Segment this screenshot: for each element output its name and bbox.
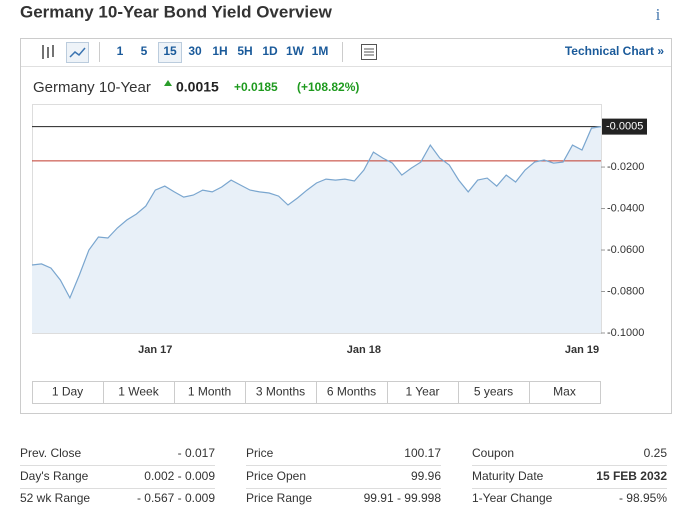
interval-button[interactable]: 30 <box>188 44 202 58</box>
quote-last: 0.0015 <box>176 79 219 95</box>
y-tick-label: -0.0600 <box>607 244 644 256</box>
quote-change: +0.0185 <box>234 80 278 94</box>
stat-label: Day's Range <box>20 469 89 483</box>
x-tick-label: Jan 18 <box>347 344 381 356</box>
stat-value: 99.96 <box>411 469 441 483</box>
stat-label: Price <box>246 446 274 460</box>
range-label: 1 Month <box>188 385 231 399</box>
stat-label: 52 wk Range <box>20 491 90 505</box>
interval-button[interactable]: 1W <box>286 44 305 58</box>
stat-value: 15 FEB 2032 <box>596 469 667 483</box>
stat-value: - 98.95% <box>619 491 667 505</box>
stat-value: - 0.017 <box>178 446 216 460</box>
line-icon-box[interactable] <box>66 42 89 63</box>
stat-label: Price Open <box>246 469 306 483</box>
interval-button[interactable]: 15 <box>163 44 177 58</box>
stat-value: 0.002 - 0.009 <box>144 469 215 483</box>
range-label: 6 Months <box>327 385 376 399</box>
y-tick-label: -0.1000 <box>607 327 644 339</box>
interval-button[interactable]: 5 <box>141 44 148 58</box>
area <box>32 126 601 333</box>
interval-button[interactable]: 1 <box>117 44 124 58</box>
stat-value: 99.91 - 99.998 <box>364 491 442 505</box>
stat-value: - 0.567 - 0.009 <box>137 491 215 505</box>
stat-label: 1-Year Change <box>472 491 553 505</box>
range-label: 5 years <box>474 385 513 399</box>
up-arrow <box>164 80 172 86</box>
interval-button[interactable]: 1H <box>212 44 227 58</box>
interval-active <box>158 42 182 63</box>
interval-button[interactable]: 1M <box>312 44 329 58</box>
technical-chart-link[interactable]: Technical Chart » <box>565 44 664 58</box>
stat-value: 0.25 <box>644 446 668 460</box>
stat-label: Prev. Close <box>20 446 81 460</box>
stat-label: Price Range <box>246 491 312 505</box>
interval-button[interactable]: 5H <box>237 44 252 58</box>
line-icon <box>69 47 86 58</box>
candle-icon[interactable] <box>42 45 54 59</box>
stat-value: 100.17 <box>404 446 441 460</box>
table-icon[interactable] <box>361 44 377 60</box>
last-value-box <box>602 118 647 135</box>
last-value-label: -0.0005 <box>606 121 643 133</box>
range-label: 1 Week <box>118 385 159 399</box>
y-tick-label: -0.0400 <box>607 202 644 214</box>
y-tick-label: -0.0200 <box>607 161 644 173</box>
stat-label: Coupon <box>472 446 514 460</box>
line <box>31 126 602 300</box>
info-icon[interactable]: i <box>656 5 661 24</box>
x-tick-label: Jan 17 <box>138 344 172 356</box>
page-title: Germany 10-Year Bond Yield Overview <box>20 2 333 21</box>
range-label: 3 Months <box>256 385 305 399</box>
range-button[interactable] <box>529 381 601 404</box>
range-label: 1 Day <box>52 385 83 399</box>
quote-name: Germany 10-Year <box>33 79 151 96</box>
range-label: 1 Year <box>405 385 439 399</box>
x-tick-label: Jan 19 <box>565 344 599 356</box>
range-label: Max <box>553 385 576 399</box>
y-tick-label: -0.0800 <box>607 285 644 297</box>
quote-change-pct: (+108.82%) <box>297 80 359 94</box>
interval-button[interactable]: 1D <box>262 44 278 58</box>
stat-label: Maturity Date <box>472 469 544 483</box>
